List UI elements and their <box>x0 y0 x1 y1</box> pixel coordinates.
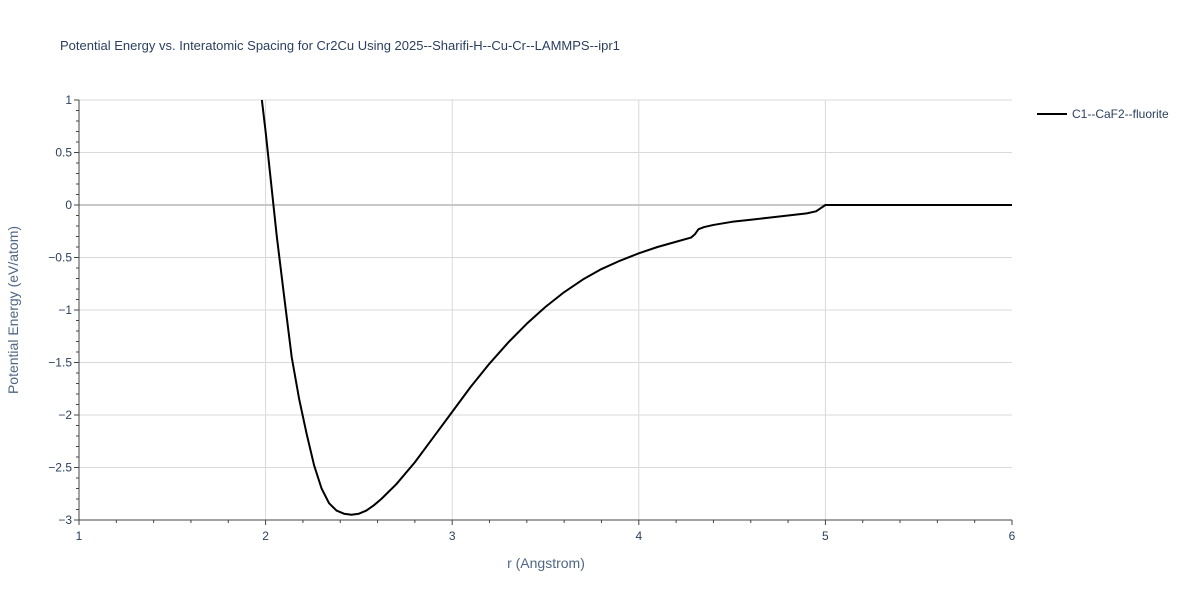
y-tick-label: 0 <box>65 198 72 212</box>
y-tick-label: −2 <box>58 408 72 422</box>
x-tick-label: 1 <box>76 529 83 543</box>
x-tick-label: 2 <box>262 529 269 543</box>
y-tick-label: −2.5 <box>48 461 72 475</box>
axes-layer: 1 2 3 4 5 6 1 0.5 0 −0.5 −1 −1.5 −2 −2.5 −3 <box>48 93 1015 543</box>
y-axis-title: Potential Energy (eV/atom) <box>5 226 21 394</box>
chart-title: Potential Energy vs. Interatomic Spacing… <box>60 38 620 53</box>
y-tick-label: −3 <box>58 513 72 527</box>
y-tick-label: −0.5 <box>48 251 72 265</box>
y-tick-label: 0.5 <box>55 146 72 160</box>
x-tick-label: 4 <box>635 529 642 543</box>
x-tick-label: 3 <box>449 529 456 543</box>
x-tick-label: 5 <box>822 529 829 543</box>
y-tick-label: −1 <box>58 303 72 317</box>
y-tick-label: 1 <box>65 93 72 107</box>
legend-label: C1--CaF2--fluorite <box>1072 107 1169 121</box>
series-layer <box>260 99 1012 516</box>
x-tick-label: 6 <box>1009 529 1016 543</box>
y-tick-label: −1.5 <box>48 356 72 370</box>
legend[interactable]: C1--CaF2--fluorite <box>1037 107 1169 121</box>
grid-layer <box>79 99 1012 520</box>
x-axis-title: r (Angstrom) <box>507 555 585 571</box>
series-line <box>260 99 1012 516</box>
